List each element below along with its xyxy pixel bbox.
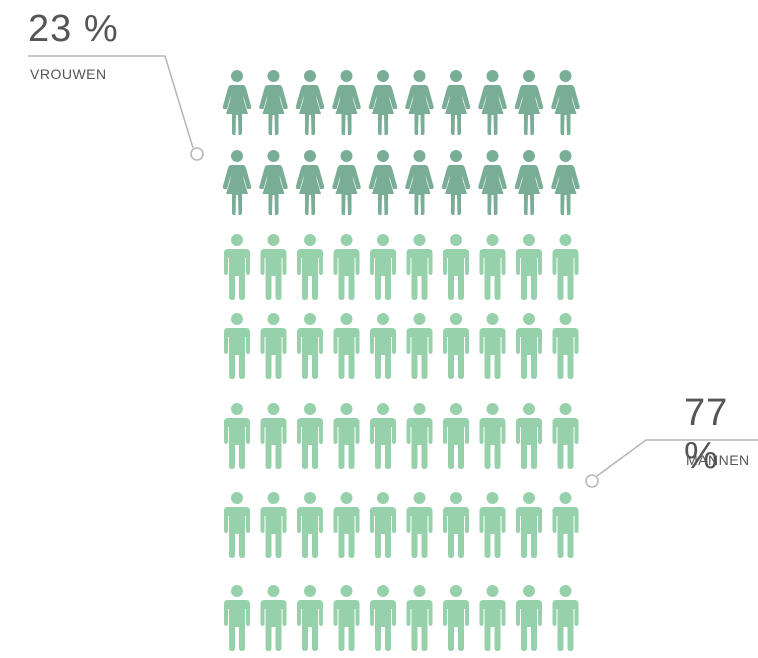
man-icon: [260, 492, 287, 558]
man-icon: [297, 492, 323, 558]
man-icon: [479, 403, 506, 469]
man-icon: [370, 234, 396, 300]
woman-icon: [551, 70, 580, 135]
man-icon: [443, 403, 469, 469]
man-icon: [224, 234, 250, 300]
woman-icon: [441, 70, 471, 135]
woman-icon: [478, 150, 507, 215]
women-callout-line: [28, 55, 194, 149]
man-icon: [333, 585, 360, 651]
man-icon: [370, 403, 396, 469]
woman-icon: [368, 150, 398, 215]
woman-icon: [295, 70, 325, 135]
man-icon: [406, 585, 433, 651]
man-icon: [260, 234, 287, 300]
woman-icon: [478, 70, 507, 135]
man-icon: [260, 313, 287, 379]
man-icon: [297, 313, 323, 379]
man-icon: [552, 403, 579, 469]
man-icon: [479, 234, 506, 300]
man-icon: [516, 585, 542, 651]
man-icon: [333, 313, 360, 379]
man-icon: [443, 234, 469, 300]
men-callout-line: [596, 439, 758, 477]
icon-grid: [222, 70, 580, 651]
man-icon: [516, 234, 542, 300]
man-icon: [443, 585, 469, 651]
man-icon: [333, 403, 360, 469]
man-icon: [479, 313, 506, 379]
woman-icon: [514, 150, 544, 215]
man-icon: [260, 585, 287, 651]
woman-icon: [368, 70, 398, 135]
man-icon: [516, 313, 542, 379]
man-icon: [552, 313, 579, 379]
man-icon: [443, 492, 469, 558]
man-icon: [297, 585, 323, 651]
man-icon: [370, 492, 396, 558]
woman-icon: [514, 70, 544, 135]
man-icon: [552, 234, 579, 300]
man-icon: [333, 234, 360, 300]
man-icon: [260, 403, 287, 469]
men-percent-label: 77 %: [684, 392, 729, 477]
woman-icon: [441, 150, 471, 215]
man-icon: [443, 313, 469, 379]
men-category-label: MANNEN: [686, 452, 750, 468]
woman-icon: [405, 70, 434, 135]
man-icon: [297, 403, 323, 469]
man-icon: [224, 492, 250, 558]
women-callout-marker: [190, 147, 204, 161]
callout-lines: [28, 55, 758, 488]
man-icon: [370, 313, 396, 379]
woman-icon: [295, 150, 325, 215]
woman-icon: [332, 150, 361, 215]
man-icon: [224, 313, 250, 379]
woman-icon: [551, 150, 580, 215]
man-icon: [406, 234, 433, 300]
man-icon: [516, 492, 542, 558]
women-category-label: VROUWEN: [30, 66, 107, 82]
man-icon: [406, 492, 433, 558]
man-icon: [224, 403, 250, 469]
man-icon: [370, 585, 396, 651]
man-icon: [406, 313, 433, 379]
men-callout-marker: [585, 474, 599, 488]
woman-icon: [222, 70, 252, 135]
man-icon: [297, 234, 323, 300]
man-icon: [552, 585, 579, 651]
man-icon: [552, 492, 579, 558]
man-icon: [406, 403, 433, 469]
man-icon: [479, 492, 506, 558]
woman-icon: [222, 150, 252, 215]
woman-icon: [259, 150, 288, 215]
woman-icon: [259, 70, 288, 135]
man-icon: [333, 492, 360, 558]
woman-icon: [332, 70, 361, 135]
women-percent-label: 23 %: [28, 8, 119, 50]
woman-icon: [405, 150, 434, 215]
man-icon: [479, 585, 506, 651]
man-icon: [516, 403, 542, 469]
man-icon: [224, 585, 250, 651]
